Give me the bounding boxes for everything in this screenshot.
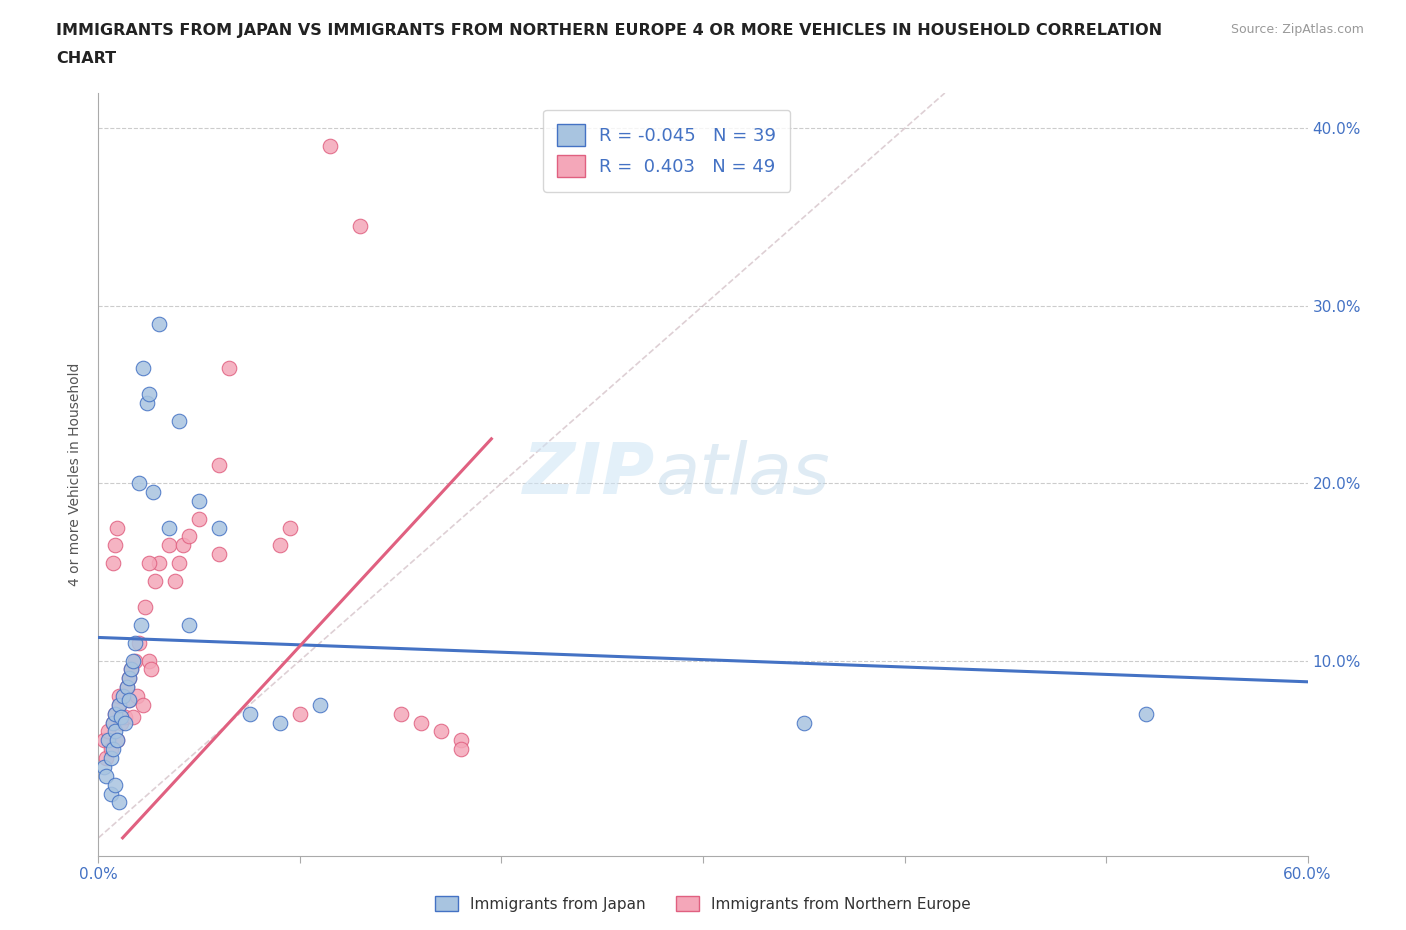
Point bbox=[100, 786, 122, 801]
Point bbox=[121, 653, 143, 668]
Point bbox=[110, 715, 132, 730]
Point bbox=[114, 710, 136, 724]
Point bbox=[138, 653, 160, 668]
Point bbox=[124, 653, 146, 668]
Point bbox=[121, 710, 143, 724]
Point bbox=[269, 538, 291, 552]
Point bbox=[118, 692, 141, 707]
Point bbox=[107, 698, 129, 712]
Point bbox=[115, 680, 138, 695]
Point bbox=[135, 396, 157, 411]
Point bbox=[105, 733, 128, 748]
Point bbox=[101, 555, 124, 570]
Point bbox=[163, 573, 186, 588]
Point bbox=[118, 671, 141, 685]
Point bbox=[103, 706, 125, 721]
Point bbox=[349, 219, 371, 233]
Point bbox=[107, 795, 129, 810]
Legend: R = -0.045   N = 39, R =  0.403   N = 49: R = -0.045 N = 39, R = 0.403 N = 49 bbox=[543, 110, 790, 192]
Point bbox=[148, 555, 170, 570]
Point bbox=[148, 316, 170, 331]
Point bbox=[208, 547, 231, 562]
Point bbox=[110, 710, 132, 724]
Point bbox=[96, 768, 118, 783]
Point bbox=[93, 760, 115, 775]
Point bbox=[120, 662, 142, 677]
Point bbox=[143, 573, 166, 588]
Point bbox=[793, 715, 815, 730]
Point bbox=[120, 662, 142, 677]
Point bbox=[132, 361, 155, 376]
Point bbox=[218, 361, 240, 376]
Point bbox=[103, 538, 125, 552]
Point bbox=[100, 742, 122, 757]
Point bbox=[128, 635, 150, 650]
Point bbox=[139, 662, 162, 677]
Point bbox=[118, 671, 141, 685]
Point bbox=[128, 476, 150, 491]
Point bbox=[101, 715, 124, 730]
Point bbox=[430, 724, 453, 739]
Point bbox=[239, 706, 262, 721]
Point bbox=[389, 706, 412, 721]
Point bbox=[107, 688, 129, 703]
Point bbox=[208, 520, 231, 535]
Point bbox=[115, 680, 138, 695]
Point bbox=[118, 692, 141, 707]
Text: Source: ZipAtlas.com: Source: ZipAtlas.com bbox=[1230, 23, 1364, 36]
Point bbox=[157, 538, 180, 552]
Point bbox=[129, 618, 152, 632]
Legend: Immigrants from Japan, Immigrants from Northern Europe: Immigrants from Japan, Immigrants from N… bbox=[429, 889, 977, 918]
Point bbox=[179, 529, 201, 544]
Point bbox=[97, 724, 120, 739]
Point bbox=[111, 688, 134, 703]
Point bbox=[101, 715, 124, 730]
Point bbox=[107, 698, 129, 712]
Point bbox=[105, 520, 128, 535]
Point bbox=[125, 688, 148, 703]
Point bbox=[97, 733, 120, 748]
Point bbox=[111, 688, 134, 703]
Point bbox=[450, 742, 472, 757]
Point bbox=[105, 733, 128, 748]
Point bbox=[100, 751, 122, 765]
Point bbox=[309, 698, 332, 712]
Point bbox=[101, 742, 124, 757]
Point bbox=[1135, 706, 1157, 721]
Point bbox=[103, 706, 125, 721]
Point bbox=[179, 618, 201, 632]
Point bbox=[319, 139, 342, 153]
Point bbox=[409, 715, 432, 730]
Text: CHART: CHART bbox=[56, 51, 117, 66]
Point bbox=[132, 698, 155, 712]
Point bbox=[103, 724, 125, 739]
Point bbox=[138, 387, 160, 402]
Point bbox=[450, 733, 472, 748]
Point bbox=[96, 751, 118, 765]
Point bbox=[138, 555, 160, 570]
Text: IMMIGRANTS FROM JAPAN VS IMMIGRANTS FROM NORTHERN EUROPE 4 OR MORE VEHICLES IN H: IMMIGRANTS FROM JAPAN VS IMMIGRANTS FROM… bbox=[56, 23, 1163, 38]
Point bbox=[157, 520, 180, 535]
Point bbox=[142, 485, 165, 499]
Point bbox=[167, 414, 190, 429]
Point bbox=[208, 458, 231, 472]
Point bbox=[124, 635, 146, 650]
Text: ZIP: ZIP bbox=[523, 440, 655, 509]
Point bbox=[114, 715, 136, 730]
Point bbox=[103, 777, 125, 792]
Point bbox=[269, 715, 291, 730]
Point bbox=[188, 494, 211, 509]
Point bbox=[172, 538, 194, 552]
Point bbox=[288, 706, 311, 721]
Point bbox=[188, 512, 211, 526]
Point bbox=[167, 555, 190, 570]
Point bbox=[93, 733, 115, 748]
Point bbox=[134, 600, 156, 615]
Text: atlas: atlas bbox=[655, 440, 830, 509]
Point bbox=[278, 520, 301, 535]
Y-axis label: 4 or more Vehicles in Household: 4 or more Vehicles in Household bbox=[69, 363, 83, 586]
